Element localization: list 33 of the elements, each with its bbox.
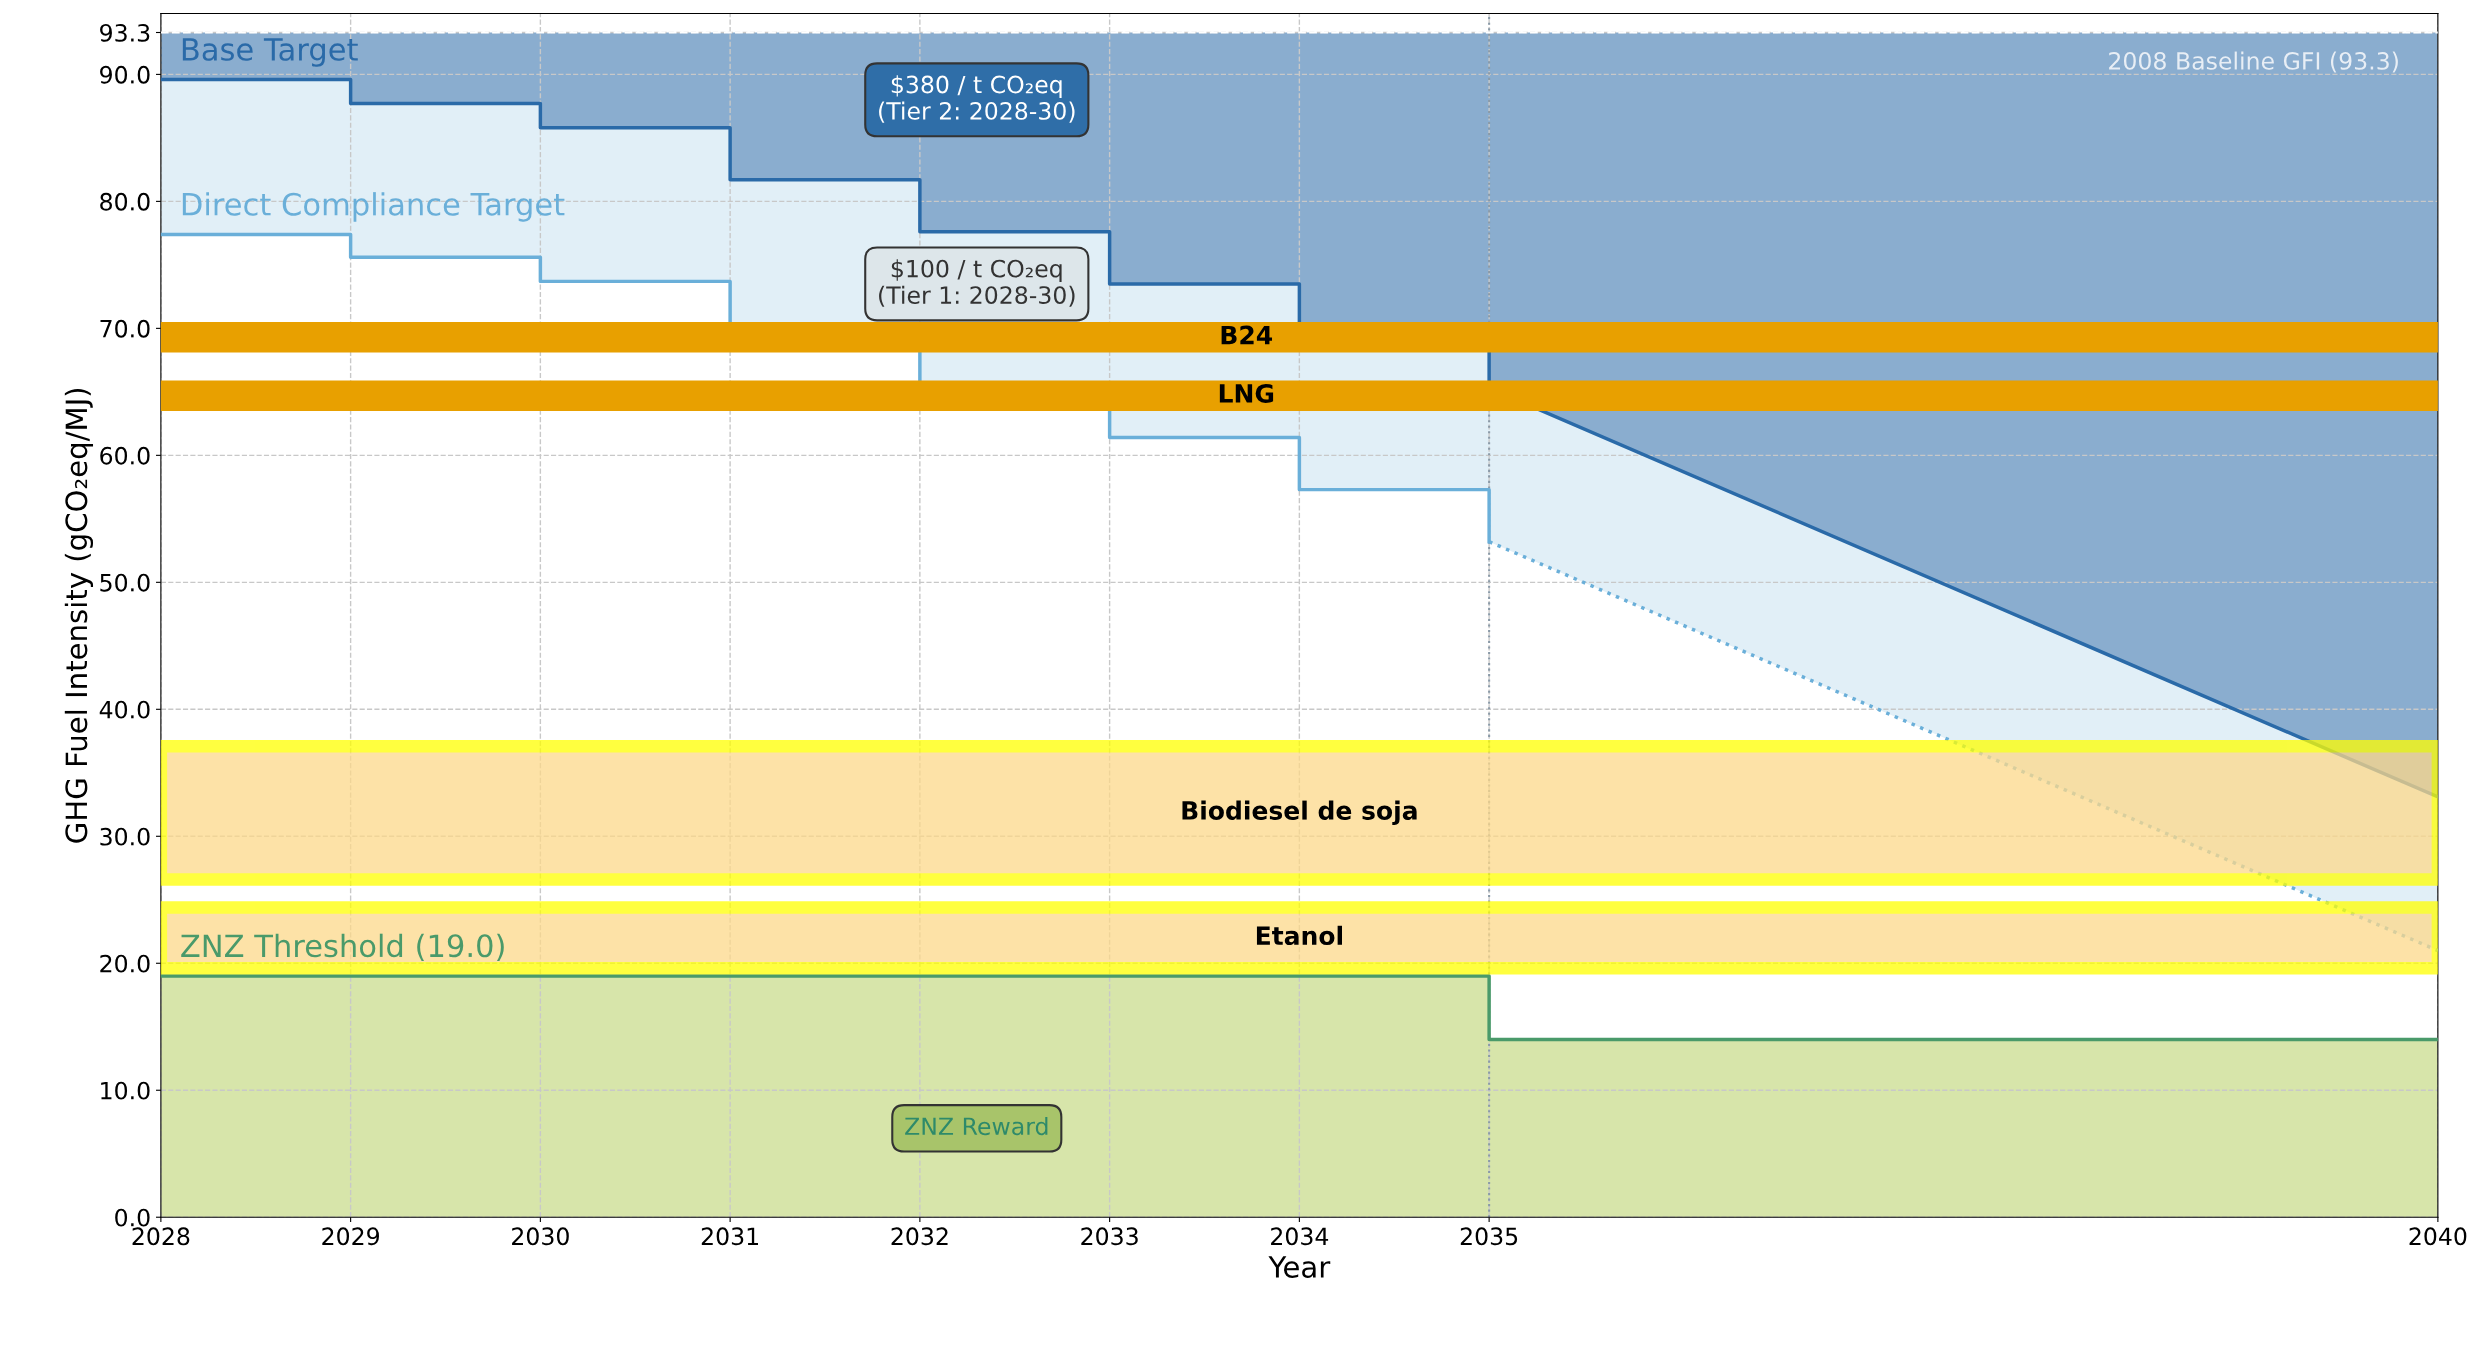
x-tick-label: 2031 xyxy=(701,1227,758,1246)
x-tick-label: 2028 xyxy=(132,1227,190,1246)
y-tick-label: 0.0 xyxy=(115,1208,150,1227)
x-tick-label: 2035 xyxy=(1460,1227,1518,1246)
ref-line-label: 2008 Baseline GFI (93.3) xyxy=(2109,51,2398,73)
y-tick-label: 10.0 xyxy=(101,1081,150,1100)
series-label: Direct Compliance Target xyxy=(182,192,565,222)
x-tick-label: 2034 xyxy=(1271,1227,1329,1246)
band-label: Etanol xyxy=(1256,925,1342,946)
y-axis-title: GHG Fuel Intensity (gCO₂eq/MJ) xyxy=(64,388,94,843)
y-tick-label: 20.0 xyxy=(100,954,150,973)
series-label: ZNZ Threshold (19.0) xyxy=(181,933,504,961)
annotation: ZNZ Reward xyxy=(905,1116,1048,1136)
x-tick-label: 2033 xyxy=(1081,1227,1138,1246)
series-label: Base Target xyxy=(182,38,358,67)
y-tick-label: 60.0 xyxy=(100,446,150,465)
y-tick-label: 80.0 xyxy=(100,192,150,211)
annotation: $380 / t CO₂eq (Tier 2: 2028-30) xyxy=(879,75,1075,123)
annotation: $100 / t CO₂eq (Tier 1: 2028-30) xyxy=(879,259,1075,307)
x-tick-label: 2032 xyxy=(891,1227,948,1246)
x-tick-label: 2030 xyxy=(512,1227,569,1246)
y-tick-label: 50.0 xyxy=(100,573,150,592)
y-tick-label: 93.3 xyxy=(100,23,150,42)
band-label: Biodiesel de soja xyxy=(1182,800,1417,825)
y-tick-label: 40.0 xyxy=(99,700,150,719)
y-tick-label: 30.0 xyxy=(100,827,150,846)
y-tick-label: 90.0 xyxy=(100,65,150,84)
x-tick-label: 2029 xyxy=(322,1227,380,1246)
y-tick-label: 70.0 xyxy=(100,319,150,338)
x-axis-title: Year xyxy=(1268,1256,1331,1278)
ref-line-label: B24 xyxy=(1221,325,1273,345)
x-tick-label: 2040 xyxy=(2409,1227,2467,1246)
ref-line-label: LNG xyxy=(1219,384,1274,403)
